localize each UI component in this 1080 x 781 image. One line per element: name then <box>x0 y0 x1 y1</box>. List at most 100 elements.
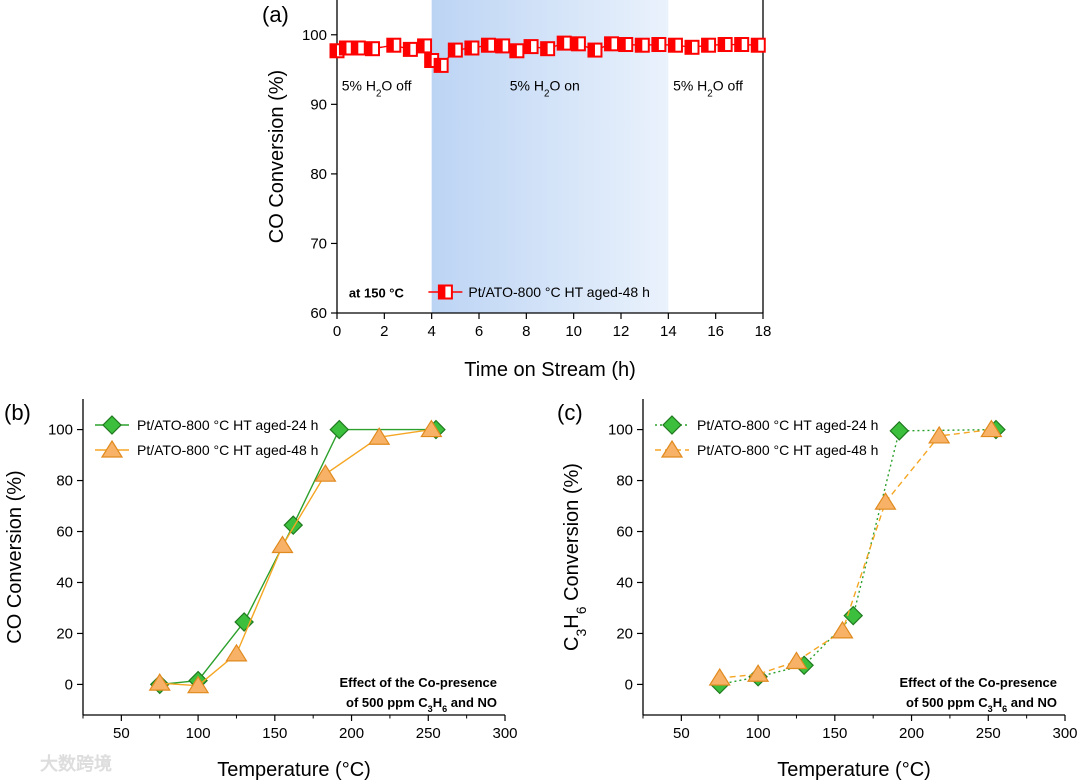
series-line <box>719 428 992 679</box>
y-axis-title: CO Conversion (%) <box>266 70 288 243</box>
data-point <box>734 37 750 53</box>
x-tick-label: 50 <box>673 725 690 742</box>
x-axis-title: Time on Stream (h) <box>464 359 636 381</box>
data-point <box>329 419 350 440</box>
y-tick-label: 80 <box>616 473 633 490</box>
panel-label: (c) <box>557 400 583 425</box>
legend-marker <box>102 415 122 435</box>
y-tick-label: 0 <box>65 676 73 693</box>
data-point <box>433 57 449 73</box>
legend-label: Pt/ATO-800 °C HT aged-48 h <box>137 442 318 458</box>
data-point <box>750 37 766 53</box>
data-point <box>187 675 210 694</box>
x-tick-label: 4 <box>427 323 435 340</box>
data-point <box>556 35 572 51</box>
panel-c-chart: 50 100 150 200 250 300 0 20 40 60 80 100 Temperature… <box>557 399 1078 781</box>
data-point <box>708 667 731 686</box>
note-text: Effect of the Co-presence <box>340 675 497 690</box>
y-tick-label: 70 <box>310 235 327 252</box>
series-line <box>719 428 996 686</box>
x-tick-label: 16 <box>707 323 724 340</box>
y-tick-label: 80 <box>56 473 73 490</box>
x-tick-label: 14 <box>660 323 677 340</box>
data-point <box>417 38 433 54</box>
data-point <box>874 492 897 510</box>
x-tick-label: 100 <box>746 725 771 742</box>
data-point <box>365 41 380 57</box>
data-point <box>980 419 1003 438</box>
data-point <box>651 37 667 53</box>
note-text: Effect of the Co-presence <box>900 675 1057 690</box>
data-point <box>701 37 717 53</box>
y-axis-title: C3H6 Conversion (%) <box>561 463 589 651</box>
x-tick-label: 10 <box>565 323 582 340</box>
region-label: 5% H2O off <box>342 77 412 99</box>
x-tick-label: 12 <box>613 323 630 340</box>
data-point <box>928 425 951 444</box>
data-point <box>225 643 248 662</box>
data-point <box>386 37 402 53</box>
legend-marker <box>437 284 453 300</box>
x-tick-label: 250 <box>416 725 441 742</box>
x-tick-label: 300 <box>492 725 517 742</box>
data-point <box>509 43 525 59</box>
y-tick-label: 20 <box>56 625 73 642</box>
legend-label: Pt/ATO-800 °C HT aged-24 h <box>137 417 318 433</box>
data-point <box>540 41 556 57</box>
data-point <box>447 42 463 58</box>
x-tick-label: 50 <box>113 725 130 742</box>
data-point <box>420 419 443 438</box>
y-tick-label: 60 <box>56 524 73 541</box>
data-point <box>402 41 418 57</box>
series-line <box>159 428 432 687</box>
note-text: of 500 ppm C3H6 and NO <box>906 695 1057 714</box>
region-label: 5% H2O off <box>673 77 743 99</box>
y-tick-label: 100 <box>48 422 73 439</box>
y-tick-label: 60 <box>616 524 633 541</box>
y-axis-title: CO Conversion (%) <box>4 470 26 643</box>
panel-b-chart: 50 100 150 200 250 300 0 20 40 60 80 100 Temperature… <box>4 399 518 781</box>
x-tick-label: 8 <box>522 323 530 340</box>
data-point <box>667 37 683 53</box>
note-text: of 500 ppm C3H6 and NO <box>346 695 497 714</box>
x-tick-label: 150 <box>262 725 287 742</box>
data-point <box>148 673 171 691</box>
region-label: 5% H2O on <box>510 77 580 99</box>
x-tick-label: 100 <box>186 725 211 742</box>
data-point <box>368 427 391 445</box>
data-point <box>717 37 733 53</box>
x-axis-title: Temperature (°C) <box>777 759 931 781</box>
x-axis-title: Temperature (°C) <box>217 759 371 781</box>
y-tick-label: 100 <box>608 422 633 439</box>
legend-label: Pt/ATO-800 °C HT aged-48 h <box>697 442 878 458</box>
data-point <box>495 38 511 54</box>
legend-marker <box>100 439 124 458</box>
x-tick-label: 250 <box>976 725 1001 742</box>
x-tick-label: 150 <box>822 725 847 742</box>
data-point <box>480 37 496 53</box>
legend-marker <box>660 439 684 458</box>
y-tick-label: 40 <box>616 574 633 591</box>
data-point <box>604 36 620 52</box>
x-tick-label: 300 <box>1052 725 1077 742</box>
y-tick-label: 0 <box>625 676 633 693</box>
x-tick-label: 18 <box>755 323 772 340</box>
legend-label: Pt/ATO-800 °C HT aged-24 h <box>697 417 878 433</box>
data-point <box>785 651 808 670</box>
y-tick-label: 90 <box>310 96 327 113</box>
x-tick-label: 2 <box>380 323 388 340</box>
panel-a-chart: 0 2 4 6 8 10 12 14 16 18 60 70 80 90 100 Time on Stream… <box>262 0 771 381</box>
data-point <box>831 620 854 639</box>
data-point <box>587 42 603 58</box>
watermark: 大数跨境 <box>40 753 112 774</box>
x-tick-label: 0 <box>333 323 341 340</box>
data-point <box>271 535 294 554</box>
data-point <box>350 40 366 56</box>
x-tick-label: 6 <box>475 323 483 340</box>
data-point <box>684 39 700 55</box>
data-point <box>618 37 634 53</box>
legend-label: Pt/ATO-800 °C HT aged-48 h <box>468 284 649 300</box>
legend-marker <box>662 415 682 435</box>
y-tick-label: 40 <box>56 574 73 591</box>
